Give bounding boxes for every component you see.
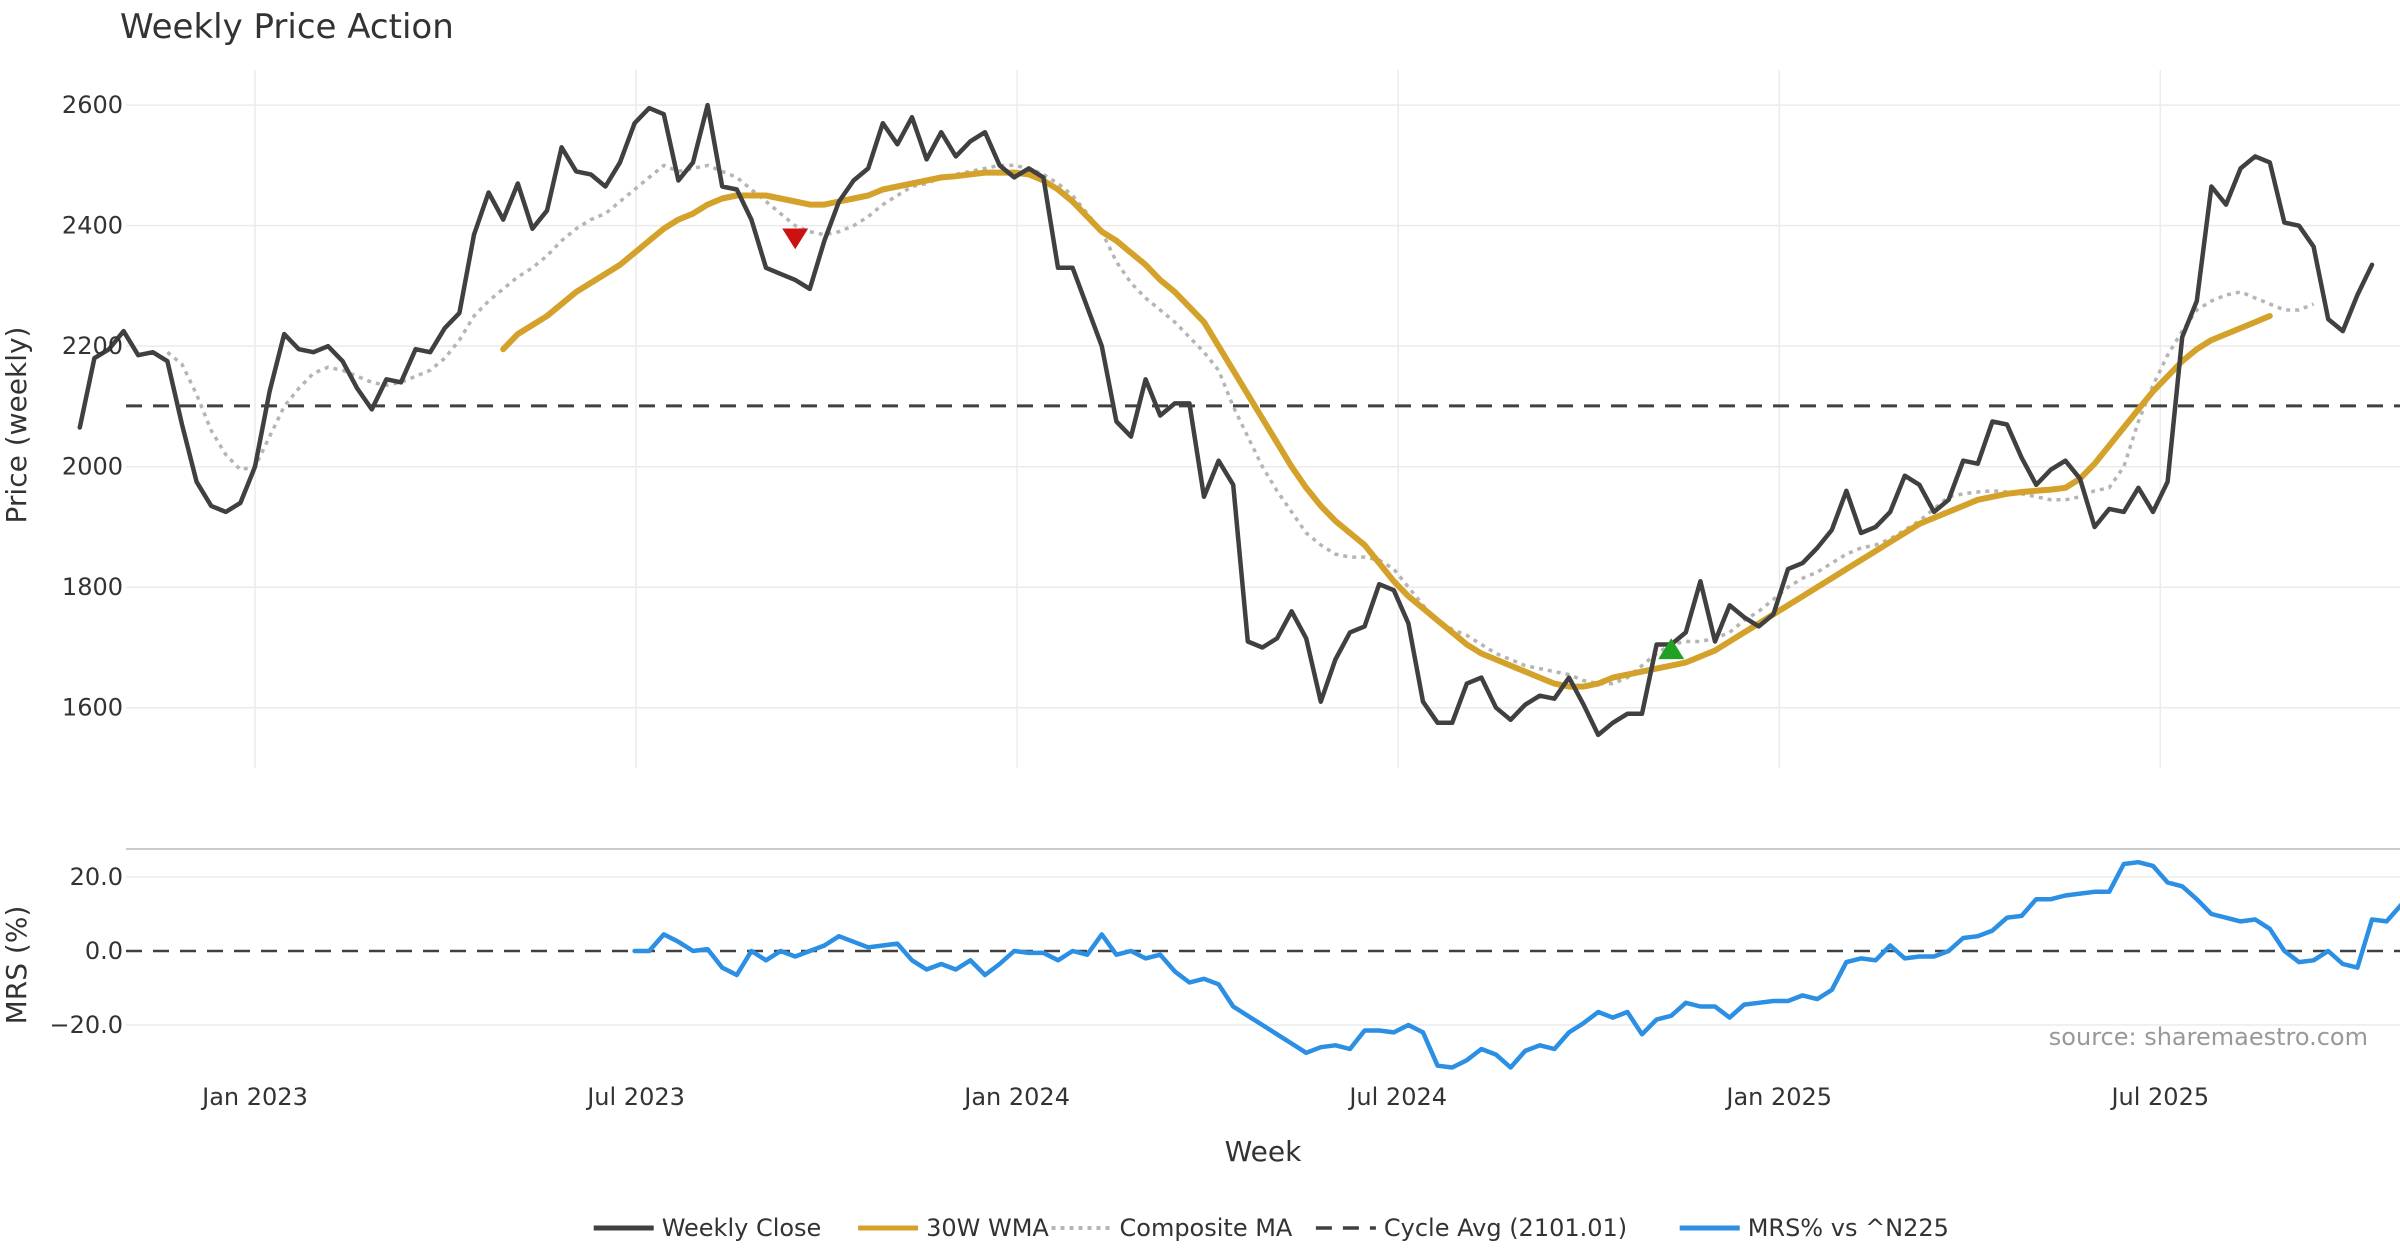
mrs-y-tick-label: 20.0 (70, 863, 123, 891)
price-y-tick-label: 2200 (62, 332, 123, 360)
price-series-layer (77, 102, 2375, 738)
y-tick-labels: 1600 1800 2000 2200 2400 2600 −20.0 0.0 20.0 (49, 91, 123, 1039)
x-tick-label: Jul 2023 (585, 1083, 685, 1111)
x-tick-label: Jul 2025 (2109, 1083, 2209, 1111)
x-tick-label: Jan 2024 (962, 1083, 1070, 1111)
x-tick-label: Jan 2025 (1724, 1083, 1832, 1111)
weekly-close-line (77, 102, 2375, 738)
legend: Weekly Close 30W WMA Composite MA Cycle Avg… (593, 1214, 1949, 1242)
mrs-y-tick-label: 0.0 (85, 937, 123, 965)
cycle-avg-layer (126, 404, 2400, 953)
chart-title: Weekly Price Action (120, 7, 454, 47)
price-y-tick-label: 2600 (62, 91, 123, 119)
legend-item: Weekly Close (593, 1214, 822, 1242)
sell-signal-marker (782, 228, 809, 250)
wma-30w-line (500, 169, 2273, 690)
legend-label: Cycle Avg (2101.01) (1384, 1214, 1627, 1242)
mrs-axis-title: MRS (%) (0, 906, 33, 1025)
mrs-y-tick-label: −20.0 (49, 1011, 123, 1039)
x-tick-label: Jul 2024 (1347, 1083, 1447, 1111)
x-tick-labels: Jan 2023 Jul 2023 Jan 2024 Jul 2024 Jan 2025… (200, 1083, 2209, 1111)
legend-item: Composite MA (1051, 1214, 1293, 1242)
price-axis-title: Price (weekly) (0, 327, 33, 524)
legend-item: 30W WMA (858, 1214, 1049, 1242)
price-y-tick-label: 1800 (62, 573, 123, 601)
grid-lines (126, 70, 2400, 1026)
price-y-tick-label: 2000 (62, 453, 123, 481)
legend-item: MRS% vs ^N225 (1679, 1214, 1949, 1242)
buy-signal-marker (1658, 638, 1685, 660)
x-tick-label: Jan 2023 (200, 1083, 308, 1111)
price-y-tick-label: 1600 (62, 694, 123, 722)
mrs-line (632, 859, 2400, 1070)
legend-item: Cycle Avg (2101.01) (1315, 1214, 1627, 1242)
signal-markers (782, 228, 1685, 660)
legend-label: 30W WMA (926, 1214, 1049, 1242)
legend-label: Weekly Close (662, 1214, 822, 1242)
source-annotation: source: sharemaestro.com (2049, 1023, 2368, 1051)
mrs-series-layer (632, 859, 2400, 1070)
price-y-tick-label: 2400 (62, 212, 123, 240)
legend-label: MRS% vs ^N225 (1748, 1214, 1949, 1242)
x-axis-title: Week (1225, 1135, 1302, 1168)
legend-label: Composite MA (1120, 1214, 1293, 1242)
